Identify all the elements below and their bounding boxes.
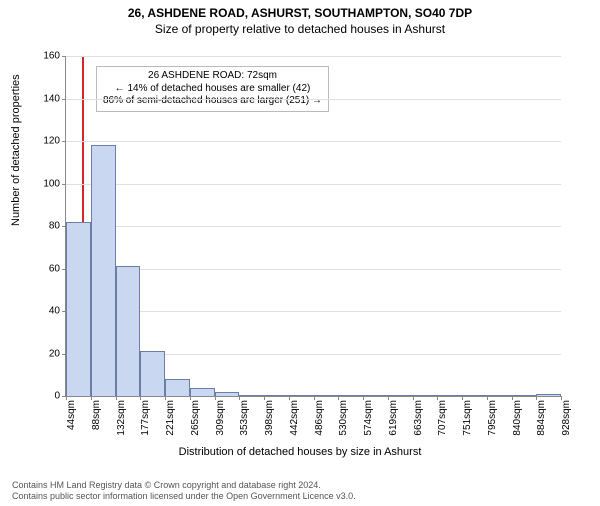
footer-attribution: Contains HM Land Registry data © Crown c… <box>12 480 356 502</box>
annotation-line-2: ← 14% of detached houses are smaller (42… <box>103 83 322 96</box>
footer-line-1: Contains HM Land Registry data © Crown c… <box>12 480 356 491</box>
xtick-label: 442sqm <box>289 400 300 436</box>
histogram-bar <box>140 351 165 396</box>
histogram-bar <box>190 388 215 397</box>
x-axis-label: Distribution of detached houses by size … <box>0 446 600 458</box>
xtick-label: 132sqm <box>116 400 127 436</box>
xtick-label: 574sqm <box>363 400 374 436</box>
xtick-label: 221sqm <box>165 400 176 436</box>
histogram-bar <box>388 395 413 396</box>
gridline <box>66 226 561 227</box>
histogram-bar <box>165 379 190 396</box>
annotation-line-3: 86% of semi-detached houses are larger (… <box>103 95 322 108</box>
chart-title-address: 26, ASHDENE ROAD, ASHURST, SOUTHAMPTON, … <box>0 6 600 20</box>
xtick-label: 928sqm <box>561 400 572 436</box>
histogram-bar <box>91 145 116 396</box>
ytick-label: 0 <box>54 391 66 402</box>
chart-subtitle: Size of property relative to detached ho… <box>0 22 600 36</box>
gridline <box>66 99 561 100</box>
histogram-bar <box>487 395 512 396</box>
footer-line-2: Contains public sector information licen… <box>12 491 356 502</box>
histogram-bar <box>363 395 388 396</box>
xtick-label: 884sqm <box>536 400 547 436</box>
annotation-box: 26 ASHDENE ROAD: 72sqm ← 14% of detached… <box>96 66 329 112</box>
gridline <box>66 56 561 57</box>
histogram-plot-area: 26 ASHDENE ROAD: 72sqm ← 14% of detached… <box>65 56 561 397</box>
ytick-label: 80 <box>49 221 66 232</box>
histogram-bar <box>239 395 264 396</box>
ytick-label: 120 <box>43 136 66 147</box>
xtick-label: 353sqm <box>239 400 250 436</box>
xtick-label: 663sqm <box>413 400 424 436</box>
xtick-label: 751sqm <box>462 400 473 436</box>
ytick-label: 60 <box>49 263 66 274</box>
histogram-bar <box>338 395 363 396</box>
gridline <box>66 184 561 185</box>
histogram-bar <box>536 394 561 396</box>
histogram-bar <box>66 222 91 396</box>
annotation-line-1: 26 ASHDENE ROAD: 72sqm <box>103 70 322 83</box>
histogram-bar <box>289 395 314 396</box>
y-axis-label: Number of detached properties <box>10 74 22 226</box>
xtick-label: 398sqm <box>264 400 275 436</box>
ytick-label: 140 <box>43 93 66 104</box>
gridline <box>66 141 561 142</box>
histogram-bar <box>413 395 438 396</box>
ytick-label: 40 <box>49 306 66 317</box>
xtick-label: 177sqm <box>140 400 151 436</box>
gridline <box>66 269 561 270</box>
xtick-label: 707sqm <box>437 400 448 436</box>
histogram-bar <box>437 395 462 396</box>
gridline <box>66 311 561 312</box>
histogram-bar <box>116 266 141 396</box>
xtick-label: 309sqm <box>215 400 226 436</box>
histogram-bar <box>512 395 537 396</box>
xtick-label: 619sqm <box>388 400 399 436</box>
xtick-label: 486sqm <box>314 400 325 436</box>
histogram-bar <box>215 392 240 396</box>
histogram-bar <box>462 395 487 396</box>
xtick-label: 88sqm <box>91 400 102 430</box>
xtick-label: 44sqm <box>66 400 77 430</box>
ytick-label: 160 <box>43 51 66 62</box>
histogram-bar <box>264 395 289 396</box>
xtick-label: 840sqm <box>512 400 523 436</box>
histogram-bar <box>314 395 339 396</box>
ytick-label: 20 <box>49 348 66 359</box>
ytick-label: 100 <box>43 178 66 189</box>
xtick-label: 530sqm <box>338 400 349 436</box>
xtick-label: 265sqm <box>190 400 201 436</box>
xtick-label: 795sqm <box>487 400 498 436</box>
